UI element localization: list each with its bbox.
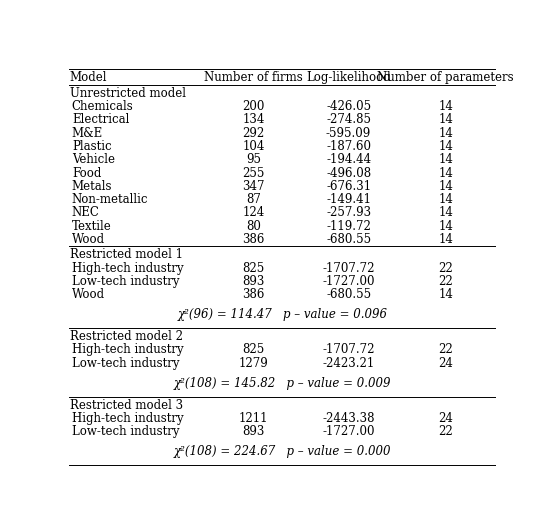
Text: Non-metallic: Non-metallic <box>72 193 148 206</box>
Text: -2423.21: -2423.21 <box>322 357 375 370</box>
Text: -426.05: -426.05 <box>326 100 371 113</box>
Text: Low-tech industry: Low-tech industry <box>72 357 180 370</box>
Text: 14: 14 <box>438 167 453 180</box>
Text: -1707.72: -1707.72 <box>322 344 375 356</box>
Text: 124: 124 <box>242 207 264 219</box>
Text: 22: 22 <box>439 425 453 438</box>
Text: -274.85: -274.85 <box>326 113 371 126</box>
Text: Metals: Metals <box>72 180 112 193</box>
Text: 14: 14 <box>438 153 453 166</box>
Text: 14: 14 <box>438 140 453 153</box>
Text: -257.93: -257.93 <box>326 207 371 219</box>
Text: Number of firms: Number of firms <box>204 72 303 84</box>
Text: Chemicals: Chemicals <box>72 100 133 113</box>
Text: 825: 825 <box>242 262 264 275</box>
Text: χ²(108) = 224.67   p – value = 0.000: χ²(108) = 224.67 p – value = 0.000 <box>174 445 391 458</box>
Text: Food: Food <box>72 167 101 180</box>
Text: Low-tech industry: Low-tech industry <box>72 425 180 438</box>
Text: High-tech industry: High-tech industry <box>72 262 183 275</box>
Text: 14: 14 <box>438 220 453 233</box>
Text: M&E: M&E <box>72 126 103 140</box>
Text: Vehicle: Vehicle <box>72 153 115 166</box>
Text: High-tech industry: High-tech industry <box>72 412 183 425</box>
Text: χ²(96) = 114.47   p – value = 0.096: χ²(96) = 114.47 p – value = 0.096 <box>177 308 387 321</box>
Text: 14: 14 <box>438 100 453 113</box>
Text: 14: 14 <box>438 193 453 206</box>
Text: -187.60: -187.60 <box>326 140 371 153</box>
Text: -595.09: -595.09 <box>326 126 371 140</box>
Text: -149.41: -149.41 <box>326 193 371 206</box>
Text: Number of parameters: Number of parameters <box>377 72 514 84</box>
Text: 1279: 1279 <box>239 357 268 370</box>
Text: 87: 87 <box>246 193 261 206</box>
Text: 14: 14 <box>438 233 453 246</box>
Text: -119.72: -119.72 <box>326 220 371 233</box>
Text: Wood: Wood <box>72 233 105 246</box>
Text: 24: 24 <box>438 357 453 370</box>
Text: -680.55: -680.55 <box>326 233 371 246</box>
Text: Unrestricted model: Unrestricted model <box>70 87 186 100</box>
Text: 292: 292 <box>242 126 264 140</box>
Text: NEC: NEC <box>72 207 100 219</box>
Text: 80: 80 <box>246 220 261 233</box>
Text: -496.08: -496.08 <box>326 167 371 180</box>
Text: 104: 104 <box>242 140 264 153</box>
Text: -194.44: -194.44 <box>326 153 371 166</box>
Text: -1707.72: -1707.72 <box>322 262 375 275</box>
Text: -676.31: -676.31 <box>326 180 371 193</box>
Text: Restricted model 1: Restricted model 1 <box>70 248 183 261</box>
Text: 24: 24 <box>438 412 453 425</box>
Text: 825: 825 <box>242 344 264 356</box>
Text: Wood: Wood <box>72 288 105 301</box>
Text: 134: 134 <box>242 113 264 126</box>
Text: 200: 200 <box>242 100 264 113</box>
Text: High-tech industry: High-tech industry <box>72 344 183 356</box>
Text: 893: 893 <box>242 275 264 288</box>
Text: 386: 386 <box>242 288 264 301</box>
Text: Model: Model <box>70 72 107 84</box>
Text: 347: 347 <box>242 180 265 193</box>
Text: 14: 14 <box>438 126 453 140</box>
Text: Electrical: Electrical <box>72 113 129 126</box>
Text: 22: 22 <box>439 344 453 356</box>
Text: 14: 14 <box>438 113 453 126</box>
Text: 95: 95 <box>246 153 261 166</box>
Text: Restricted model 2: Restricted model 2 <box>70 330 183 343</box>
Text: χ²(108) = 145.82   p – value = 0.009: χ²(108) = 145.82 p – value = 0.009 <box>174 377 391 389</box>
Text: 14: 14 <box>438 207 453 219</box>
Text: 14: 14 <box>438 180 453 193</box>
Text: Plastic: Plastic <box>72 140 111 153</box>
Text: -1727.00: -1727.00 <box>322 425 375 438</box>
Text: 14: 14 <box>438 288 453 301</box>
Text: 893: 893 <box>242 425 264 438</box>
Text: 22: 22 <box>439 275 453 288</box>
Text: 1211: 1211 <box>239 412 268 425</box>
Text: Textile: Textile <box>72 220 112 233</box>
Text: 386: 386 <box>242 233 264 246</box>
Text: -2443.38: -2443.38 <box>322 412 375 425</box>
Text: Restricted model 3: Restricted model 3 <box>70 398 183 412</box>
Text: -680.55: -680.55 <box>326 288 371 301</box>
Text: -1727.00: -1727.00 <box>322 275 375 288</box>
Text: 255: 255 <box>242 167 264 180</box>
Text: Log-likelihood: Log-likelihood <box>306 72 391 84</box>
Text: Low-tech industry: Low-tech industry <box>72 275 180 288</box>
Text: 22: 22 <box>439 262 453 275</box>
